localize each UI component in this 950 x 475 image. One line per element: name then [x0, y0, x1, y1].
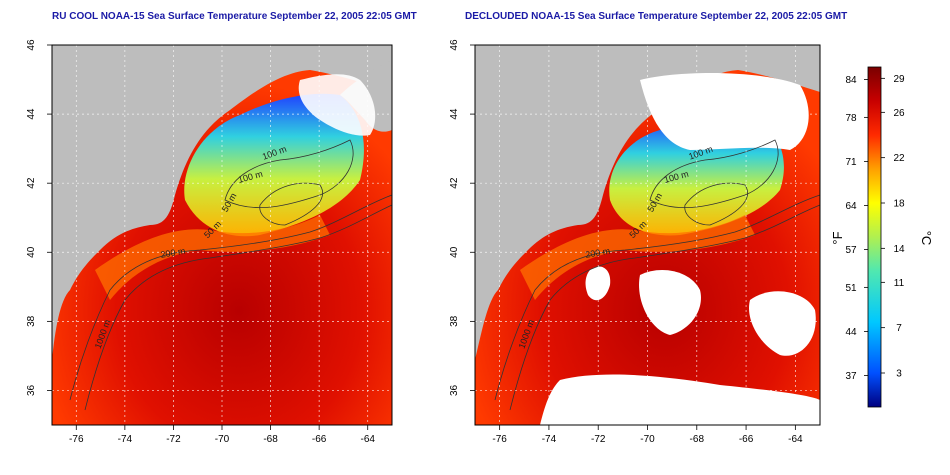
colorbar-celsius-label: 11 — [894, 278, 905, 289]
bathymetry-contour — [509, 204, 821, 411]
decloud-mask — [639, 270, 701, 335]
colorbar: 29 26 22 18 14 11 7 3 84 78 71 64 57 51 44 37 °F °C — [830, 66, 934, 408]
bathymetry-contour — [224, 139, 354, 209]
x-tick-label: -66 — [739, 434, 754, 445]
x-tick-label: -76 — [69, 434, 84, 445]
x-tick-label: -72 — [166, 434, 181, 445]
colorbar-gradient — [867, 66, 882, 408]
colorbar-fahrenheit-label: 57 — [845, 245, 857, 256]
y-tick-label: 46 — [449, 39, 460, 51]
y-tick-label: 36 — [26, 384, 37, 396]
x-tick-label: -68 — [263, 434, 278, 445]
decloud-mask — [640, 73, 809, 150]
bathymetry-contour — [69, 194, 393, 401]
x-tick-label: -68 — [690, 434, 705, 445]
x-tick-label: -70 — [215, 434, 230, 445]
colorbar-fahrenheit-label: 51 — [845, 283, 857, 294]
colorbar-fahrenheit-label: 71 — [845, 157, 857, 168]
colorbar-celsius-label: 18 — [893, 199, 905, 210]
y-tick-label: 38 — [449, 315, 460, 327]
bathymetry-contour — [259, 182, 323, 226]
bathymetry-contour — [84, 204, 393, 411]
x-tick-label: -72 — [591, 434, 606, 445]
y-tick-label: 40 — [26, 246, 37, 258]
x-tick-label: -74 — [118, 434, 133, 445]
colorbar-fahrenheit-label: 37 — [845, 371, 857, 382]
colorbar-fahrenheit-label: 64 — [845, 201, 857, 212]
panel-2-title: DECLOUDED NOAA-15 Sea Surface Temperatur… — [465, 11, 848, 22]
bathymetry-contour — [649, 139, 779, 209]
colorbar-celsius-label: 22 — [893, 153, 905, 164]
colorbar-fahrenheit-label: 44 — [845, 327, 857, 338]
shelf-warm-band — [520, 215, 755, 300]
clouds — [298, 74, 376, 136]
y-tick-label: 42 — [26, 177, 37, 189]
x-tick-label: -70 — [640, 434, 655, 445]
decloud-mask — [540, 374, 820, 425]
colorbar-celsius-label: 26 — [893, 108, 905, 119]
colorbar-celsius-label: 7 — [896, 323, 902, 334]
colorbar-label-fahrenheit: °F — [830, 231, 845, 244]
y-tick-label: 44 — [449, 108, 460, 120]
y-tick-label: 40 — [449, 246, 460, 258]
y-tick-label: 46 — [26, 39, 37, 51]
decloud-mask — [585, 266, 611, 301]
colorbar-fahrenheit-label: 84 — [845, 75, 857, 86]
decloud-mask — [749, 291, 816, 356]
x-tick-label: -66 — [312, 434, 327, 445]
colorbar-fahrenheit-label: 78 — [845, 113, 857, 124]
y-tick-label: 36 — [449, 384, 460, 396]
x-tick-label: -76 — [492, 434, 507, 445]
shelf-warm-band — [95, 215, 330, 300]
y-tick-label: 44 — [26, 108, 37, 120]
y-tick-label: 38 — [26, 315, 37, 327]
panel-1-title: RU COOL NOAA-15 Sea Surface Temperature … — [52, 11, 417, 22]
contour-depth-label: 200 m — [160, 246, 186, 260]
contour-depth-label: 200 m — [585, 246, 611, 260]
colorbar-celsius-label: 3 — [896, 369, 902, 380]
colorbar-celsius-label: 29 — [893, 74, 905, 85]
y-tick-label: 42 — [449, 177, 460, 189]
x-tick-label: -64 — [360, 434, 375, 445]
land — [52, 45, 392, 360]
x-tick-label: -64 — [788, 434, 803, 445]
bathymetry-contour — [684, 182, 748, 226]
land — [475, 45, 820, 360]
x-tick-label: -74 — [542, 434, 557, 445]
colorbar-label-celsius: °C — [919, 231, 934, 246]
colorbar-celsius-label: 14 — [893, 244, 905, 255]
